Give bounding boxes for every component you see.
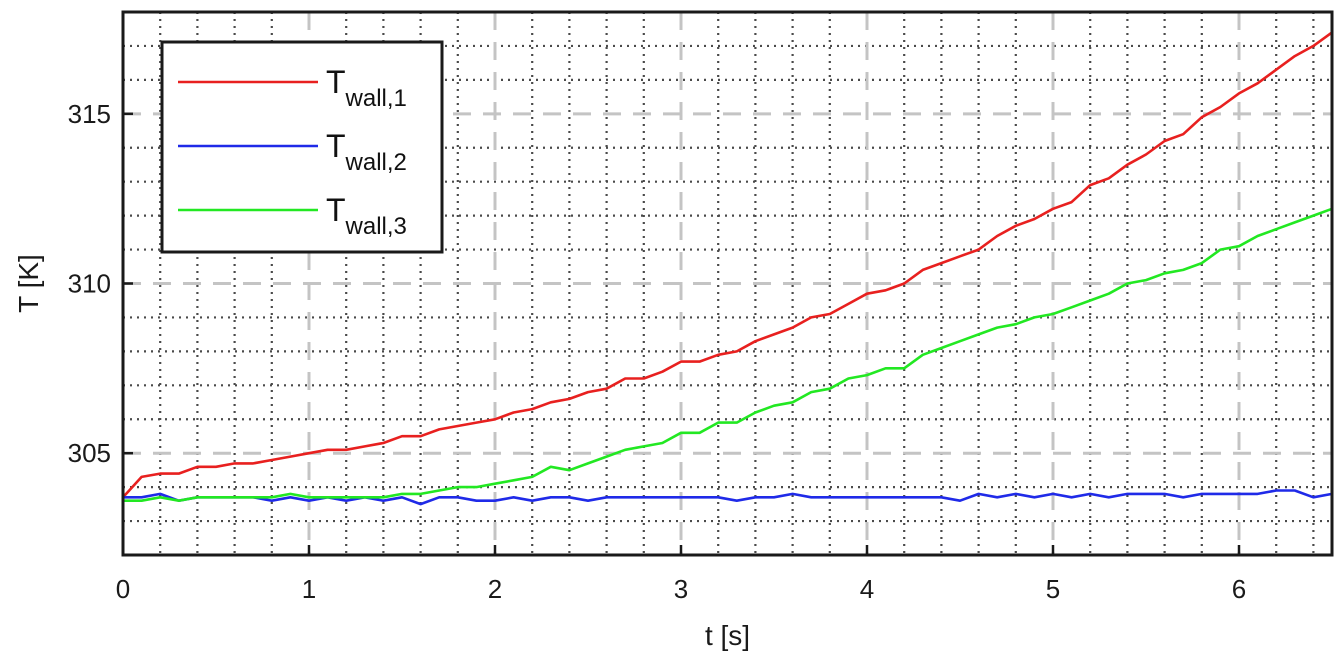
y-axis-label: T [K] bbox=[13, 254, 44, 313]
x-tick-label: 3 bbox=[674, 574, 688, 604]
y-tick-label: 305 bbox=[68, 438, 111, 468]
legend-label-subscript: wall,3 bbox=[345, 213, 407, 240]
legend-label-subscript: wall,1 bbox=[345, 85, 407, 112]
legend-label-main: T bbox=[326, 64, 346, 100]
legend-label-2: Twall,2 bbox=[326, 128, 407, 176]
legend-label-1: Twall,1 bbox=[326, 64, 407, 112]
axis-ticks: 0 1 2 3 4 5 6 305 310 315 bbox=[68, 99, 1247, 604]
legend-label-main: T bbox=[326, 128, 346, 164]
x-tick-label: 2 bbox=[488, 574, 502, 604]
x-tick-label: 6 bbox=[1232, 574, 1246, 604]
y-tick-label: 315 bbox=[68, 99, 111, 129]
legend-label-3: Twall,3 bbox=[326, 192, 407, 240]
series-line-3 bbox=[123, 207, 1333, 503]
series-layer bbox=[122, 31, 1333, 506]
x-tick-label: 5 bbox=[1046, 574, 1060, 604]
y-tick-label: 310 bbox=[68, 269, 111, 299]
x-axis-label: t [s] bbox=[705, 620, 750, 651]
x-tick-label: 1 bbox=[302, 574, 316, 604]
series-line-1 bbox=[122, 31, 1333, 499]
x-tick-label: 4 bbox=[860, 574, 874, 604]
legend-label-main: T bbox=[326, 192, 346, 228]
x-tick-label: 0 bbox=[116, 574, 130, 604]
legend-label-subscript: wall,2 bbox=[345, 149, 407, 176]
